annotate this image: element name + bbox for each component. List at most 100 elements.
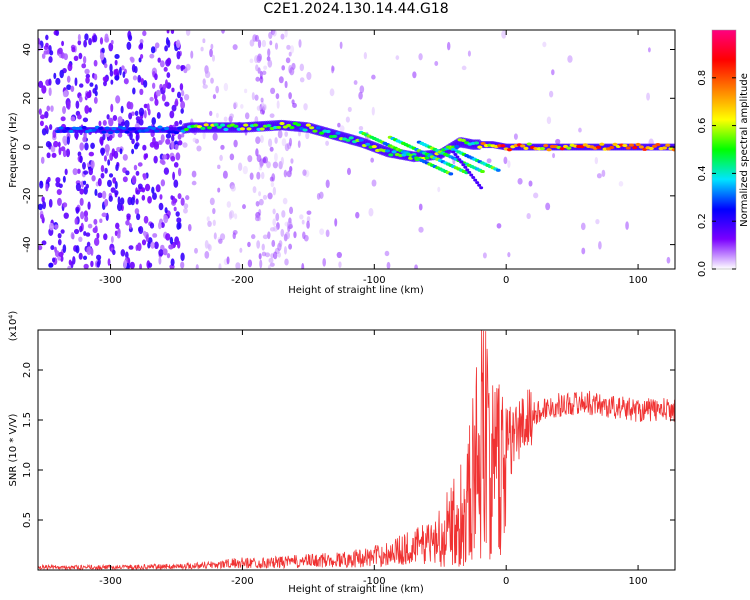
spectrogram-signal-cell [58,126,64,130]
spectrogram-cell [180,108,184,114]
spectrogram-cell [151,117,156,126]
spectrogram-cell [164,45,168,52]
spectrogram-signal-cell [480,141,486,146]
spectrogram-signal-cell [259,127,265,131]
spectrogram-cell [75,208,80,214]
spectrogram-signal-cell [335,131,341,135]
spectrogram-cell [269,113,275,118]
spectrogram-cell [150,241,155,249]
spectrogram-cell [180,100,186,110]
spectrogram-x-tick-label: -100 [363,275,386,286]
spectrogram-signal-cell [246,127,252,131]
spectrogram-cell [101,190,107,200]
spectrogram-cell [287,220,293,229]
spectrogram-signal-cell [625,146,631,150]
spectrogram-cell [273,251,278,260]
snr-x-tick-label: 0 [503,576,509,587]
spectrogram-cell [256,240,261,249]
spectrogram-streak-cell [459,160,464,164]
spectrogram-y-tick-label: 0 [22,144,33,150]
spectrogram-cell [161,154,168,160]
spectrogram-cell [371,106,375,116]
spectrogram-signal-cell [473,141,480,145]
spectrogram-cell [202,78,206,86]
spectrogram-cell [288,243,293,250]
spectrogram-signal-cell [154,129,160,133]
spectrogram-signal-cell [107,130,114,135]
spectrogram-cell [138,107,145,117]
snr-frame [37,329,676,571]
spectrogram-cell [322,258,327,267]
spectrogram-cell [418,203,423,211]
spectrogram-cell [82,161,86,170]
spectrogram-cell [503,156,508,165]
spectrogram-cell [334,218,338,227]
spectrogram-cell [73,228,80,235]
spectrogram-cell [467,50,471,57]
spectrogram-cell [100,172,105,179]
spectrogram-cell [272,225,278,232]
spectrogram-cell [446,41,451,51]
spectrogram-cell [274,152,278,162]
spectrogram-cell [154,73,158,81]
spectrogram-signal-cell [325,129,331,134]
spectrogram-cell [244,88,248,94]
spectrogram-y-tick-label: -20 [22,188,33,204]
spectrogram-cell [196,145,202,152]
spectrogram-signal-cell [520,144,526,148]
spectrogram-cell [128,245,134,250]
spectrogram-cell [507,160,511,168]
snr-plot-area [38,330,675,570]
spectrogram-cell [149,222,155,229]
spectrogram-cell [102,120,107,126]
spectrogram-cell [101,212,107,218]
spectrogram-cell [84,68,90,75]
spectrogram-cell [288,51,292,57]
spectrogram-cell [272,186,277,196]
spectrogram-signal-cell [622,143,628,148]
spectrogram-cell [233,101,238,109]
spectrogram-cell [289,137,292,147]
spectrogram-cell [270,87,276,95]
spectrogram-cell [153,155,158,164]
spectrogram-cell [152,136,156,146]
spectrogram-cell [109,70,114,77]
spectrogram-cell [154,42,160,49]
spectrogram-signal-cell [98,126,104,130]
spectrogram-cell [596,173,602,179]
spectrogram-cell [284,30,288,38]
spectrogram-cell [234,213,238,220]
spectrogram-cell [180,252,185,262]
spectrogram-cell [71,47,76,53]
spectrogram-cell [171,104,177,112]
spectrogram-cell [289,206,294,215]
spectrogram-cell [325,229,330,238]
snr-y-multiplier: (x10⁴) [8,311,19,342]
spectrogram-cell [84,105,90,114]
spectrogram-cell [117,116,123,124]
spectrogram-cell [618,181,624,187]
spectrogram-signal-cell [424,156,430,160]
spectrogram-cell [60,229,65,234]
spectrogram-streak-cell [461,163,466,167]
spectrogram-cell [263,156,268,164]
chart-title: C2E1.2024.130.14.44.G18 [263,1,449,17]
spectrogram-cell [209,197,215,206]
spectrogram-cell [66,136,70,145]
spectrogram-cell [40,213,45,220]
spectrogram-cell [58,251,64,257]
snr-y-tick-label: 1.0 [22,462,33,478]
snr-x-tick-label: -100 [363,576,386,587]
spectrogram-cell [598,241,602,250]
spectrogram-cell [96,232,100,239]
spectrogram-cell [281,65,286,71]
spectrogram-cell [215,112,219,119]
spectrogram-cell [218,238,223,244]
spectrogram-cell [84,142,89,151]
spectrogram-cell [191,170,197,178]
spectrogram-cell [115,95,121,104]
spectrogram-cell [168,244,174,250]
spectrogram-cell [77,34,81,42]
spectrogram-cell [83,263,89,269]
spectrogram-cell [164,207,168,214]
